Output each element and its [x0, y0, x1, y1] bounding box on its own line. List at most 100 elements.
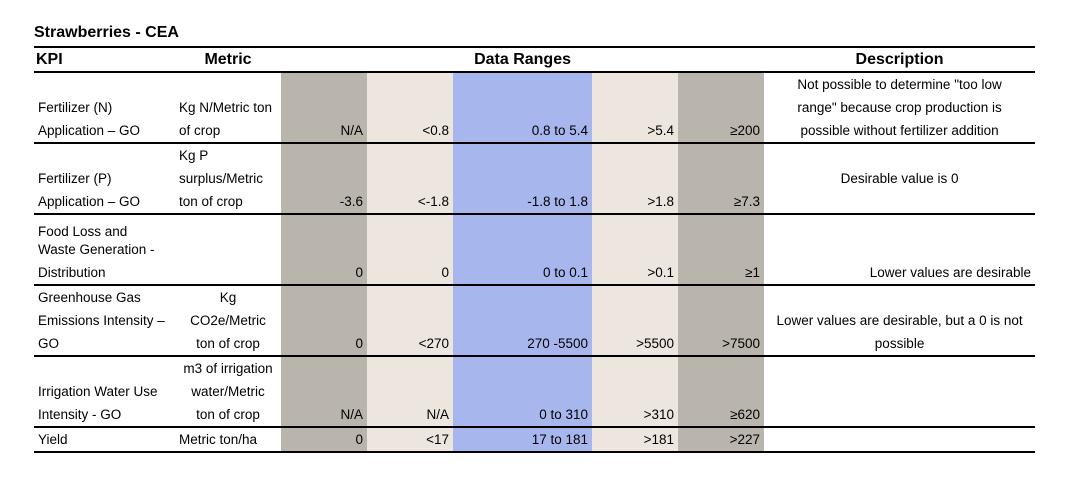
kpi-cell-line: GO: [38, 336, 60, 351]
kpi-cell-line: Irrigation Water Use: [38, 384, 158, 399]
description-cell-line: possible: [874, 336, 925, 351]
metric-cell-line: ton of crop: [196, 407, 260, 422]
kpi-cell-line: Food Loss and: [38, 226, 128, 238]
table-row: Greenhouse Gas Emissions Intensity – GO Kg C…: [34, 285, 1036, 357]
kpi-cell: Irrigation Water Use Intensity - GO: [34, 356, 175, 428]
header-data-ranges: Data Ranges: [281, 46, 765, 73]
metric-cell: [175, 214, 281, 286]
range-too-high-extreme: ≥1: [678, 214, 765, 286]
metric-cell: Kg P surplus/Metric ton of crop: [175, 143, 281, 215]
metric-cell-line: [179, 73, 277, 96]
kpi-cell-line: [38, 144, 171, 167]
range-desirable: 0.8 to 5.4: [453, 72, 592, 144]
metric-cell-line: Metric ton/ha: [179, 432, 258, 447]
metric-cell-line: m3 of irrigation: [183, 361, 273, 376]
range-too-high-extreme: >227: [678, 427, 765, 453]
table-row: Fertilizer (P) Application – GO Kg P surplu…: [34, 143, 1036, 215]
range-too-high-extreme: >7500: [678, 285, 765, 357]
range-too-low-extreme: 0: [281, 427, 367, 453]
kpi-cell-line: Fertilizer (P): [38, 171, 112, 186]
kpi-cell: Yield: [34, 427, 175, 453]
kpi-cell-line: Waste Generation -: [38, 242, 155, 257]
description-cell: [764, 356, 1036, 428]
range-too-low: <270: [367, 285, 453, 357]
range-too-low-extreme: -3.6: [281, 143, 367, 215]
kpi-cell-line: Application – GO: [38, 194, 141, 209]
header-description: Description: [764, 46, 1036, 73]
metric-cell-line: water/Metric: [191, 384, 265, 399]
description-cell-line: [768, 403, 1031, 426]
range-too-high-extreme: ≥7.3: [678, 143, 765, 215]
range-desirable: 17 to 181: [453, 427, 592, 453]
metric-cell-line: Kg N/Metric ton: [179, 100, 273, 115]
header-kpi: KPI: [34, 46, 175, 73]
header-row: KPI Metric Data Ranges Description: [34, 46, 1036, 73]
table-row: Fertilizer (N) Application – GO Kg N/Metr…: [34, 72, 1036, 144]
kpi-cell-line: Greenhouse Gas: [38, 290, 141, 305]
range-desirable: 0 to 0.1: [453, 214, 592, 286]
range-too-low-extreme: N/A: [281, 72, 367, 144]
metric-cell-line: Kg: [219, 290, 237, 305]
table-row: Food Loss and Waste Generation - Distribut…: [34, 214, 1036, 286]
range-too-low: N/A: [367, 356, 453, 428]
range-too-high: >5500: [592, 285, 678, 357]
kpi-cell-line: Yield: [38, 432, 68, 447]
range-too-low: <-1.8: [367, 143, 453, 215]
metric-cell: Metric ton/ha: [175, 427, 281, 453]
metric-cell-line: Kg P: [179, 148, 209, 163]
kpi-cell-line: Emissions Intensity –: [38, 313, 165, 328]
description-cell-line: range" because crop production is: [797, 100, 1002, 115]
description-cell: Lower values are desirable, but a 0 is n…: [764, 285, 1036, 357]
metric-cell: Kg CO2e/Metric ton of crop: [175, 285, 281, 357]
metric-cell: Kg N/Metric ton of crop: [175, 72, 281, 144]
range-desirable: -1.8 to 1.8: [453, 143, 592, 215]
kpi-cell-line: Fertilizer (N): [38, 100, 113, 115]
kpi-cell-line: Application – GO: [38, 123, 141, 138]
range-too-high: >310: [592, 356, 678, 428]
range-desirable: 0 to 310: [453, 356, 592, 428]
metric-cell-line: CO2e/Metric: [190, 313, 266, 328]
kpi-cell-line: Intensity - GO: [38, 407, 122, 422]
table-row: Yield Metric ton/ha 0 <17 17 to 181 >181 >227: [34, 427, 1036, 453]
kpi-cell: Fertilizer (P) Application – GO: [34, 143, 175, 215]
range-too-low-extreme: 0: [281, 214, 367, 286]
table-title: Strawberries - CEA: [34, 24, 179, 41]
description-cell-line: Lower values are desirable, but a 0 is n…: [776, 313, 1023, 328]
kpi-cell: Greenhouse Gas Emissions Intensity – GO: [34, 285, 175, 357]
kpi-cell-line: Distribution: [38, 265, 106, 280]
description-cell: Not possible to determine "too low range"…: [764, 72, 1036, 144]
range-too-high: >5.4: [592, 72, 678, 144]
description-cell-line: Not possible to determine "too low: [797, 77, 1002, 92]
range-too-low: 0: [367, 214, 453, 286]
metric-cell-line: [179, 238, 277, 261]
metric-cell-line: [179, 215, 277, 238]
description-cell-line: [768, 428, 1031, 451]
kpi-cell: Food Loss and Waste Generation - Distribut…: [34, 214, 175, 286]
kpi-cell: Fertilizer (N) Application – GO: [34, 72, 175, 144]
range-too-low-extreme: 0: [281, 285, 367, 357]
table-row: Irrigation Water Use Intensity - GO m3 of …: [34, 356, 1036, 428]
kpi-table: KPI Metric Data Ranges Description Ferti…: [34, 46, 1036, 453]
description-cell-line: Lower values are desirable: [869, 265, 1032, 280]
metric-cell-line: [179, 261, 277, 284]
header-metric: Metric: [175, 46, 281, 73]
metric-cell-line: ton of crop: [196, 336, 260, 351]
kpi-cell-line: [38, 73, 171, 96]
description-cell: [764, 427, 1036, 453]
range-too-high-extreme: ≥620: [678, 356, 765, 428]
metric-cell-line: surplus/Metric: [179, 171, 264, 186]
metric-cell-line: ton of crop: [179, 194, 243, 209]
kpi-cell-line: [38, 357, 171, 380]
range-too-low: <0.8: [367, 72, 453, 144]
description-cell-line: Desirable value is 0: [840, 171, 959, 186]
description-cell: Lower values are desirable: [764, 214, 1036, 286]
range-too-high-extreme: ≥200: [678, 72, 765, 144]
range-too-low-extreme: N/A: [281, 356, 367, 428]
range-desirable: 270 -5500: [453, 285, 592, 357]
range-too-high: >1.8: [592, 143, 678, 215]
metric-cell: m3 of irrigation water/Metric ton of crop: [175, 356, 281, 428]
description-cell: Desirable value is 0: [764, 143, 1036, 215]
description-cell-line: possible without fertilizer addition: [800, 123, 999, 138]
range-too-low: <17: [367, 427, 453, 453]
metric-cell-line: of crop: [179, 123, 221, 138]
